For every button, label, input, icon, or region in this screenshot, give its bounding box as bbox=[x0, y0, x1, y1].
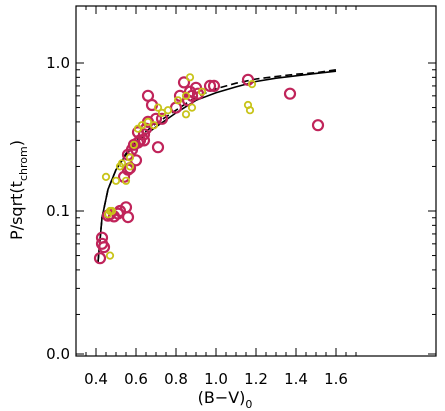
data-point-large bbox=[97, 241, 111, 254]
y-tick-label: 1.0 bbox=[46, 54, 70, 72]
data-point-small bbox=[107, 206, 117, 216]
data-point-small bbox=[101, 172, 111, 181]
data-point-small bbox=[137, 121, 147, 130]
x-tick-label: 1.0 bbox=[204, 370, 228, 388]
x-tick-label: 0.8 bbox=[164, 370, 188, 388]
x-tick-label: 0.6 bbox=[124, 370, 148, 388]
data-point-small bbox=[181, 110, 191, 119]
x-tick-label: 1.2 bbox=[244, 370, 268, 388]
data-point-small bbox=[245, 106, 255, 115]
data-point-large bbox=[283, 87, 297, 100]
data-point-small bbox=[185, 73, 195, 82]
data-point-small bbox=[197, 87, 207, 96]
data-point-small bbox=[163, 106, 173, 115]
y-tick-label: 0.1 bbox=[46, 202, 70, 220]
data-point-small bbox=[149, 121, 159, 130]
x-tick-label: 1.4 bbox=[284, 370, 308, 388]
points-layer bbox=[93, 73, 325, 265]
data-point-large bbox=[191, 87, 205, 100]
data-point-large bbox=[155, 112, 169, 125]
data-point-small bbox=[173, 96, 183, 105]
x-tick-label: 1.6 bbox=[324, 370, 348, 388]
x-axis: 0.4 0.6 0.8 1.0 1.2 1.4 1.6 bbox=[84, 6, 357, 388]
data-point-small bbox=[105, 251, 115, 260]
data-point-large bbox=[137, 128, 151, 141]
data-point-large bbox=[177, 76, 191, 89]
data-point-large bbox=[137, 134, 151, 147]
data-point-small bbox=[181, 91, 191, 100]
x-axis-label: (B−V)0 bbox=[198, 388, 253, 411]
data-point-large bbox=[311, 119, 325, 132]
data-point-small bbox=[121, 176, 131, 185]
data-point-large bbox=[203, 79, 217, 93]
x-tick-label: 0.4 bbox=[84, 370, 108, 388]
data-point-small bbox=[143, 117, 153, 127]
data-point-small bbox=[125, 153, 135, 162]
data-point-small bbox=[111, 176, 121, 185]
data-point-large bbox=[121, 211, 135, 224]
y-axis: 0.0 0.1 1.0 bbox=[46, 54, 436, 363]
data-point-small bbox=[153, 103, 163, 112]
y-tick-label: 0.0 bbox=[46, 345, 70, 363]
data-point-small bbox=[187, 103, 197, 112]
data-point-small bbox=[247, 80, 257, 89]
y-axis-label: P/sqrt(tchrom) bbox=[7, 140, 30, 240]
data-point-large bbox=[93, 252, 107, 265]
data-point-small bbox=[117, 159, 127, 168]
data-point-large bbox=[207, 79, 221, 93]
data-point-large bbox=[151, 141, 165, 154]
data-point-small bbox=[125, 162, 135, 171]
data-point-small bbox=[129, 140, 139, 149]
fit-curve-dashed bbox=[97, 69, 337, 263]
